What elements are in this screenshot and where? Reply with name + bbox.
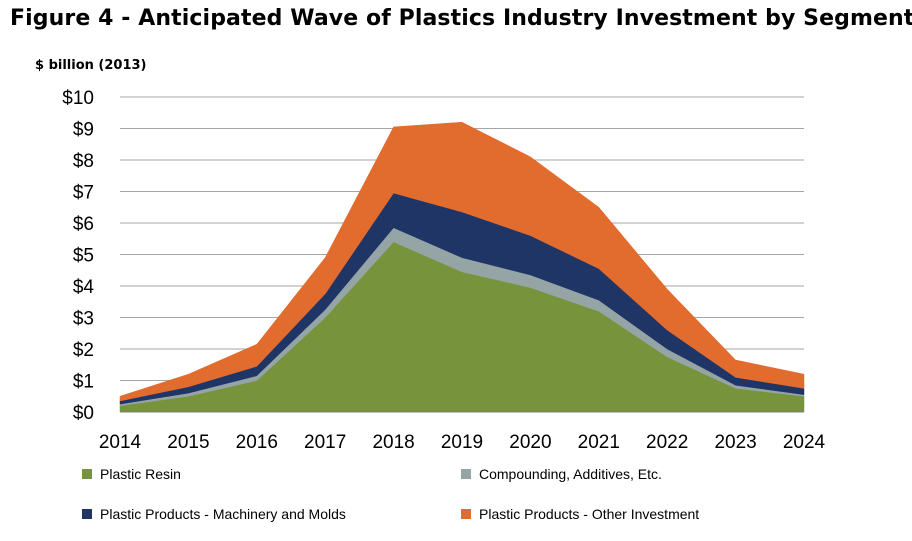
legend-item-compounding: Compounding, Additives, Etc. [461, 466, 662, 482]
x-tick-label: 2018 [372, 432, 414, 453]
legend-item-plastic-resin: Plastic Resin [82, 466, 181, 482]
y-tick-label: $10 [62, 88, 94, 109]
series-areas [119, 121, 805, 413]
legend-swatch [461, 469, 471, 479]
x-tick-label: 2017 [304, 432, 346, 453]
y-tick-label: $0 [73, 403, 94, 424]
legend-item-machinery-molds: Plastic Products - Machinery and Molds [82, 506, 346, 522]
y-tick-label: $1 [73, 372, 94, 393]
y-tick-label: $7 [73, 183, 94, 204]
legend-label: Plastic Resin [100, 466, 181, 482]
chart-title: Figure 4 - Anticipated Wave of Plastics … [10, 6, 912, 31]
y-tick-label: $5 [73, 246, 94, 267]
y-tick-label: $3 [73, 309, 94, 330]
legend-swatch [82, 509, 92, 519]
y-tick-label: $9 [73, 120, 94, 141]
legend-label: Compounding, Additives, Etc. [479, 466, 662, 482]
x-tick-label: 2015 [167, 432, 209, 453]
legend-label: Plastic Products - Other Investment [479, 506, 700, 522]
legend-swatch [461, 509, 471, 519]
legend-swatch [82, 469, 92, 479]
y-tick-label: $8 [73, 151, 94, 172]
x-tick-label: 2022 [646, 432, 688, 453]
y-tick-labels: $0 $1 $2 $3 $4 $5 $6 $7 $8 $9 $10 [62, 88, 94, 424]
x-tick-label: 2023 [714, 432, 756, 453]
legend-item-other-investment: Plastic Products - Other Investment [461, 506, 699, 522]
x-tick-label: 2020 [509, 432, 551, 453]
y-tick-label: $4 [73, 277, 95, 298]
x-tick-labels: 2014 2015 2016 2017 2018 2019 2020 2021 2022 2023… [99, 432, 826, 453]
series-area-3 [119, 121, 805, 402]
x-tick-label: 2019 [441, 432, 483, 453]
x-tick-label: 2024 [783, 432, 826, 453]
x-tick-label: 2016 [236, 432, 278, 453]
y-axis-unit-label: $ billion (2013) [35, 58, 147, 73]
y-tick-label: $2 [73, 340, 94, 361]
x-tick-label: 2021 [578, 432, 620, 453]
y-tick-label: $6 [73, 214, 94, 235]
x-tick-label: 2014 [99, 432, 142, 453]
legend-label: Plastic Products - Machinery and Molds [100, 506, 346, 522]
